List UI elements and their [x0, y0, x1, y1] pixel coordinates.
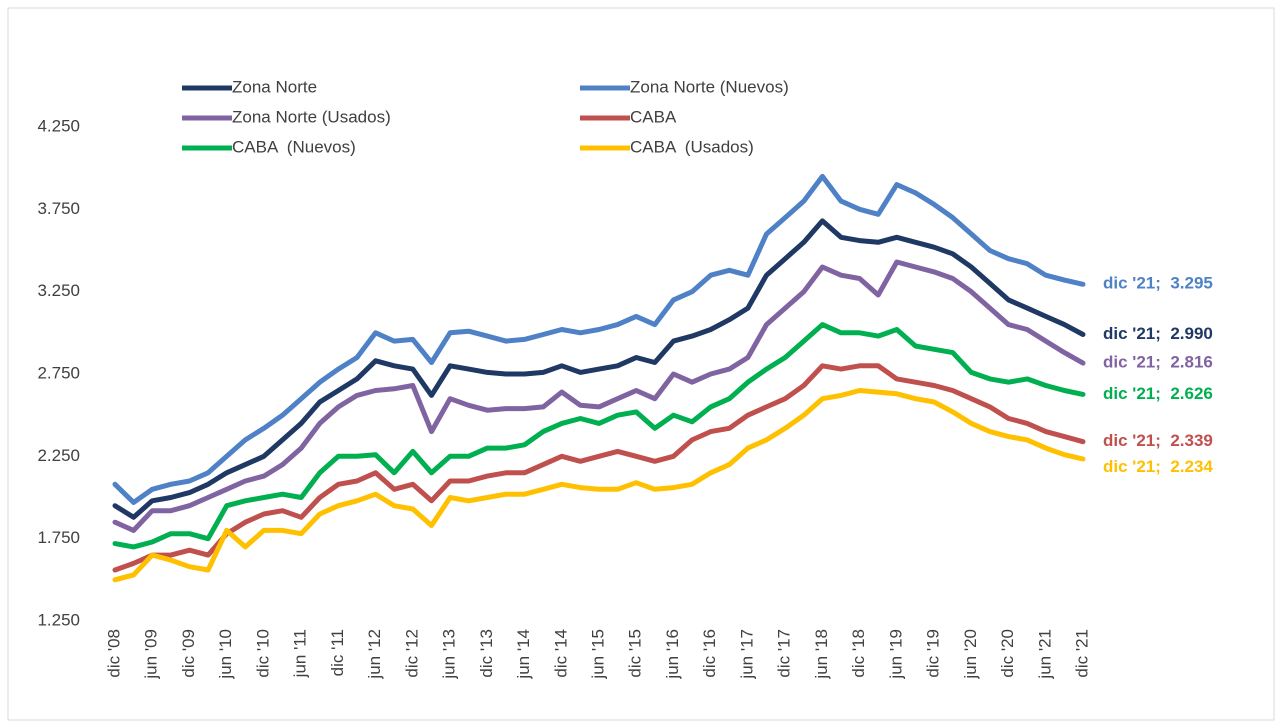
series-line — [112, 363, 1086, 573]
series-line — [112, 218, 1086, 520]
x-tick-label: jun '10 — [216, 629, 235, 680]
end-label: dic '21; 2.339 — [1103, 431, 1213, 450]
x-tick-label: dic '20 — [998, 629, 1017, 678]
x-tick-label: dic '12 — [402, 629, 421, 678]
x-tick-label: dic '16 — [700, 629, 719, 678]
x-tick-label: dic '18 — [849, 629, 868, 678]
x-tick-label: jun '15 — [588, 629, 607, 680]
x-tick-label: dic '09 — [179, 629, 198, 678]
x-tick-label: dic '08 — [104, 629, 123, 678]
x-tick-label: dic '17 — [775, 629, 794, 678]
series-line — [112, 173, 1086, 505]
series-line — [112, 388, 1086, 583]
x-tick-label: dic '10 — [253, 629, 272, 678]
x-tick-label: jun '19 — [886, 629, 905, 680]
end-label: dic '21; 2.626 — [1103, 384, 1213, 403]
legend-label: CABA — [630, 107, 677, 126]
x-tick-label: jun '13 — [440, 629, 459, 680]
y-tick-label: 4.250 — [37, 116, 80, 135]
y-tick-label: 1.750 — [37, 528, 80, 547]
x-tick-label: jun '12 — [365, 629, 384, 680]
end-label: dic '21; 2.990 — [1103, 324, 1213, 343]
x-tick-label: dic '14 — [551, 629, 570, 678]
y-tick-label: 2.750 — [37, 363, 80, 382]
chart-frame — [7, 7, 1275, 721]
x-tick-label: jun '17 — [737, 629, 756, 680]
legend-label: CABA (Usados) — [630, 137, 754, 156]
x-tick-label: jun '18 — [812, 629, 831, 680]
end-label: dic '21; 2.816 — [1103, 353, 1213, 372]
legend-label: Zona Norte (Usados) — [232, 107, 391, 126]
legend-label: Zona Norte — [232, 77, 317, 96]
y-tick-label: 3.750 — [37, 199, 80, 218]
x-tick-label: dic '11 — [328, 629, 347, 676]
x-tick-label: dic '21 — [1072, 629, 1091, 678]
legend-label: Zona Norte (Nuevos) — [630, 77, 789, 96]
x-tick-label: jun '20 — [961, 629, 980, 680]
end-label: dic '21; 2.234 — [1103, 457, 1213, 476]
end-label: dic '21; 3.295 — [1103, 274, 1213, 293]
x-tick-label: dic '19 — [924, 629, 943, 678]
y-tick-label: 3.250 — [37, 281, 80, 300]
x-tick-label: jun '21 — [1035, 629, 1054, 680]
x-tick-label: dic '13 — [477, 629, 496, 678]
x-tick-label: jun '11 — [291, 629, 310, 678]
x-tick-label: dic '15 — [626, 629, 645, 678]
legend-label: CABA (Nuevos) — [232, 137, 356, 156]
series-line — [112, 322, 1086, 550]
y-tick-label: 1.250 — [37, 610, 80, 629]
series-line — [112, 259, 1086, 533]
x-tick-label: jun '09 — [142, 629, 161, 680]
x-tick-label: jun '14 — [514, 629, 533, 680]
x-tick-label: jun '16 — [663, 629, 682, 680]
y-tick-label: 2.250 — [37, 446, 80, 465]
